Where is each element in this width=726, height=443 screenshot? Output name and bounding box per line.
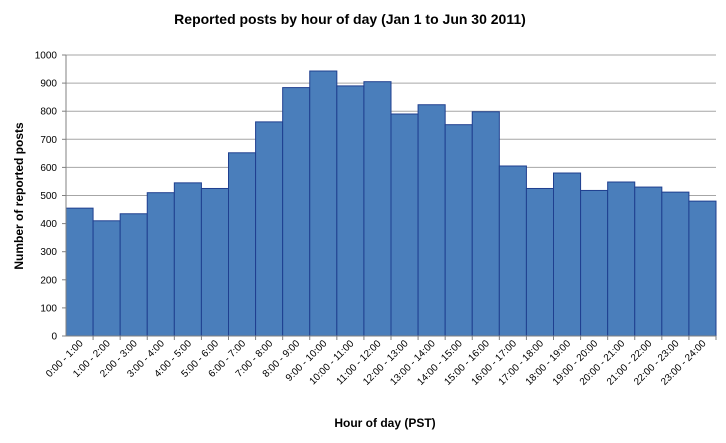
bar <box>607 181 636 337</box>
bars <box>65 70 717 337</box>
x-axis-title: Hour of day (PST) <box>334 416 435 430</box>
bar <box>498 165 527 337</box>
bar <box>309 70 338 337</box>
bar <box>525 187 555 337</box>
bar <box>65 207 94 337</box>
y-axis-title: Number of reported posts <box>12 122 26 270</box>
bar <box>390 113 419 337</box>
bar <box>228 152 257 337</box>
y-tick-label: 0 <box>51 332 57 343</box>
bar <box>92 220 121 337</box>
y-tick-labels: 0 100 200 300 400 500 600 700 800 900 1000 <box>35 51 66 343</box>
y-tick-label: 1000 <box>35 51 58 62</box>
bar <box>336 85 365 337</box>
bar <box>282 87 311 337</box>
bar <box>363 81 392 337</box>
x-tick-labels: 0:00 - 1:001:00 - 2:002:00 - 3:003:00 - … <box>44 336 717 388</box>
y-tick-label: 700 <box>40 135 57 146</box>
bar <box>661 191 690 337</box>
y-tick-label: 300 <box>40 247 57 258</box>
chart-title: Reported posts by hour of day (Jan 1 to … <box>174 11 526 27</box>
bar <box>634 186 663 337</box>
bar <box>173 182 202 337</box>
y-tick-label: 400 <box>40 219 57 230</box>
bar <box>688 200 717 337</box>
y-tick-label: 200 <box>40 275 57 286</box>
y-tick-label: 100 <box>40 303 57 314</box>
bar <box>146 192 175 337</box>
bar <box>580 189 609 337</box>
bar <box>417 104 446 337</box>
y-tick-label: 900 <box>40 79 57 90</box>
y-tick-label: 800 <box>40 107 57 118</box>
bar <box>255 121 284 337</box>
bar <box>553 172 582 337</box>
bar <box>200 187 230 337</box>
bar <box>119 213 148 337</box>
y-tick-label: 500 <box>40 191 57 202</box>
y-tick-label: 600 <box>40 163 57 174</box>
bar <box>444 124 473 337</box>
bar <box>471 111 500 337</box>
